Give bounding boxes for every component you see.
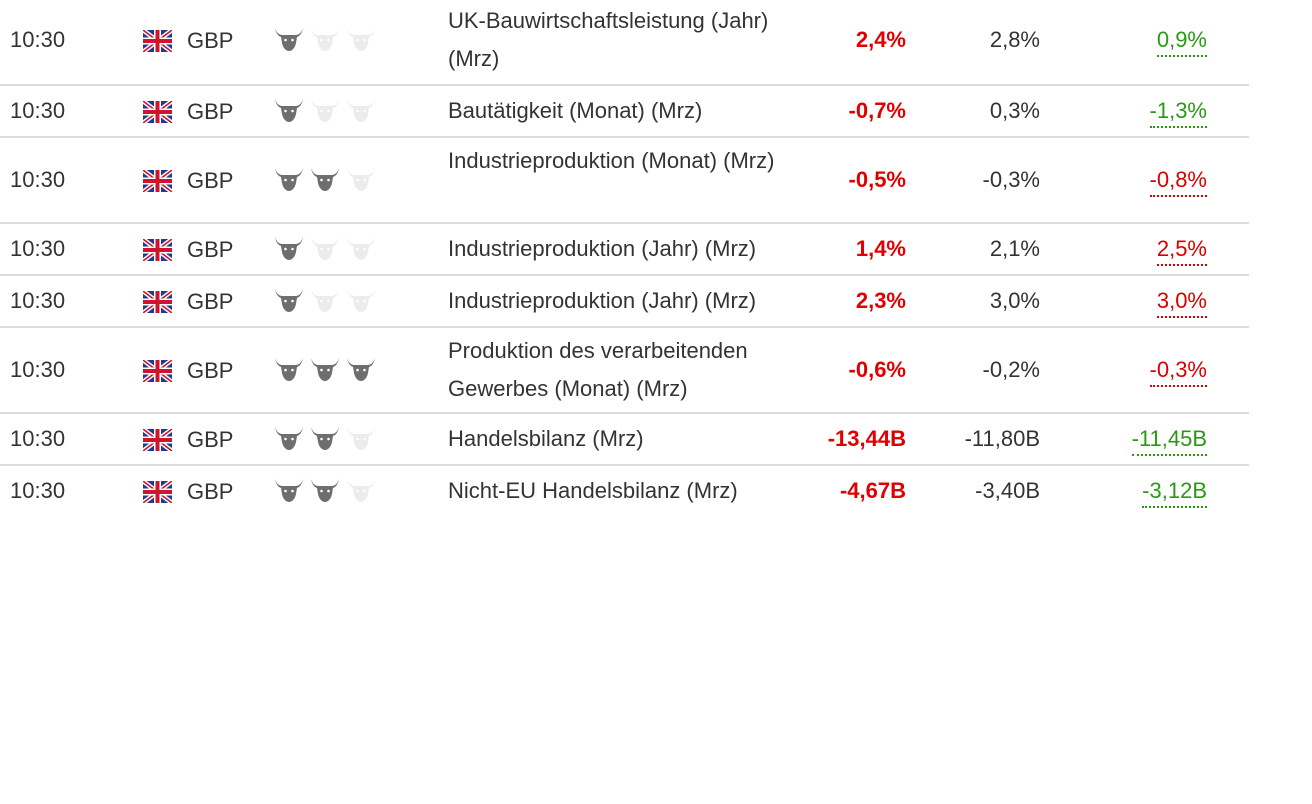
bull-icon-active [274,477,304,503]
previous-value[interactable]: 0,9% [1156,25,1207,57]
event-time: 10:30 [10,478,66,503]
table-row[interactable]: 10:30 GBP Industrieproduktion (Monat) (M… [0,138,1249,224]
bull-icon-active [274,356,304,382]
previous-value[interactable]: 2,5% [1156,234,1207,266]
bull-icon-active [310,425,340,451]
currency-code: GBP [187,479,234,504]
event-time: 10:30 [10,167,66,192]
forecast-value: 2,8% [989,27,1040,52]
event-time: 10:30 [10,27,66,52]
table-row[interactable]: 10:30 GBP Produktion des verarbeitenden … [0,328,1249,414]
forecast-value: 0,3% [989,98,1040,123]
importance-bulls [274,26,378,56]
bull-icon-inactive [346,477,376,503]
forecast-value: -0,3% [982,167,1040,192]
bull-icon-inactive [346,287,376,313]
bull-icon-active [310,166,340,192]
uk-flag-icon [143,170,172,192]
currency-code: GBP [187,168,234,193]
importance-bulls [274,356,378,386]
bull-icon-inactive [346,26,376,52]
event-name[interactable]: Bautätigkeit (Monat) (Mrz) [448,98,703,123]
event-name[interactable]: Produktion des verarbeitenden Gewerbes (… [448,338,748,401]
bull-icon-inactive [346,97,376,123]
bull-icon-inactive [310,287,340,313]
uk-flag-icon [143,291,172,313]
actual-value: -0,7% [848,98,906,123]
uk-flag-icon [143,360,172,382]
event-name[interactable]: Handelsbilanz (Mrz) [448,426,644,451]
table-row[interactable]: 10:30 GBP Industrieproduktion (Jahr) (Mr… [0,224,1249,276]
event-name[interactable]: UK-Bauwirtschaftsleistung (Jahr) (Mrz) [448,8,769,71]
table-row[interactable]: 10:30 GBP Nicht-EU Handelsbilanz (Mrz) -… [0,466,1249,518]
bull-icon-active [274,235,304,261]
currency-code: GBP [187,99,234,124]
event-name[interactable]: Nicht-EU Handelsbilanz (Mrz) [448,478,738,503]
uk-flag-icon [143,30,172,52]
actual-value: -0,5% [848,167,906,192]
importance-bulls [274,235,378,265]
importance-bulls [274,477,378,507]
table-row[interactable]: 10:30 GBP Bautätigkeit (Monat) (Mrz) -0,… [0,86,1249,138]
event-name[interactable]: Industrieproduktion (Jahr) (Mrz) [448,236,757,261]
event-name[interactable]: Industrieproduktion (Monat) (Mrz) [448,148,775,173]
currency-code: GBP [187,427,234,452]
previous-value[interactable]: -0,3% [1149,355,1207,387]
uk-flag-icon [143,239,172,261]
uk-flag-icon [143,481,172,503]
currency-code: GBP [187,358,234,383]
importance-bulls [274,287,378,317]
previous-value[interactable]: -11,45B [1131,424,1207,456]
actual-value: -0,6% [848,357,906,382]
bull-icon-inactive [346,425,376,451]
importance-bulls [274,425,378,455]
actual-value: 2,4% [855,27,906,52]
previous-value[interactable]: 3,0% [1156,286,1207,318]
forecast-value: -11,80B [964,426,1040,451]
bull-icon-inactive [310,235,340,261]
uk-flag-icon [143,429,172,451]
currency-code: GBP [187,237,234,262]
forecast-value: -0,2% [982,357,1040,382]
bull-icon-inactive [346,235,376,261]
bull-icon-inactive [310,26,340,52]
previous-value[interactable]: -0,8% [1149,165,1207,197]
actual-value: -13,44B [827,426,906,451]
forecast-value: -3,40B [975,478,1040,503]
event-time: 10:30 [10,288,66,313]
event-time: 10:30 [10,236,66,261]
actual-value: 1,4% [855,236,906,261]
event-time: 10:30 [10,426,66,451]
currency-code: GBP [187,28,234,53]
currency-code: GBP [187,289,234,314]
previous-value[interactable]: -1,3% [1149,96,1207,128]
bull-icon-active [274,97,304,123]
bull-icon-active [310,356,340,382]
bull-icon-active [274,166,304,192]
bull-icon-active [274,425,304,451]
table-row[interactable]: 10:30 GBP Industrieproduktion (Jahr) (Mr… [0,276,1249,328]
actual-value: 2,3% [855,288,906,313]
importance-bulls [274,166,378,196]
table-row[interactable]: 10:30 GBP UK-Bauwirtschaftsleistung (Jah… [0,0,1249,86]
bull-icon-active [310,477,340,503]
actual-value: -4,67B [839,478,906,503]
forecast-value: 3,0% [989,288,1040,313]
uk-flag-icon [143,101,172,123]
event-name[interactable]: Industrieproduktion (Jahr) (Mrz) [448,288,757,313]
previous-value[interactable]: -3,12B [1142,476,1207,508]
bull-icon-inactive [346,166,376,192]
event-time: 10:30 [10,98,66,123]
bull-icon-active [346,356,376,382]
bull-icon-active [274,26,304,52]
bull-icon-inactive [310,97,340,123]
event-time: 10:30 [10,357,66,382]
importance-bulls [274,97,378,127]
table-row[interactable]: 10:30 GBP Handelsbilanz (Mrz) -13,44B -1… [0,414,1249,466]
forecast-value: 2,1% [989,236,1040,261]
economic-calendar-table: 10:30 GBP UK-Bauwirtschaftsleistung (Jah… [0,0,1249,518]
bull-icon-active [274,287,304,313]
